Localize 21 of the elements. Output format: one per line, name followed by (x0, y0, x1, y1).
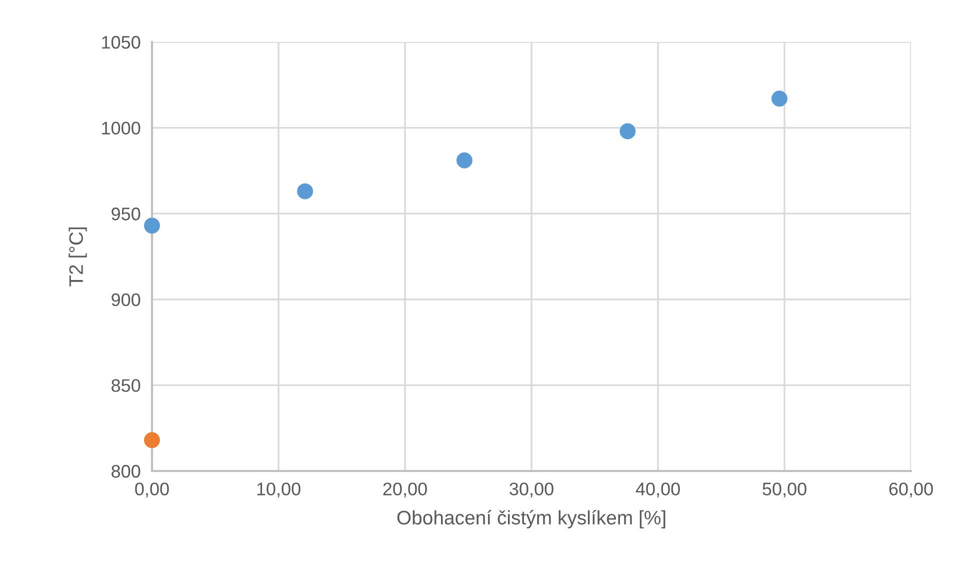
y-tick-label: 800 (112, 464, 140, 478)
x-tick-label: 50,00 (762, 482, 806, 498)
point (144, 432, 160, 448)
point (144, 218, 160, 234)
x-tick-label: 0,00 (135, 482, 169, 498)
point (771, 90, 788, 107)
x-tick-label: 10,00 (257, 482, 300, 498)
y-tick-label: 850 (112, 379, 140, 392)
point (456, 152, 472, 168)
y-tick-label: 1000 (102, 122, 140, 135)
x-axis-title: Obohacení čistým kyslíkem [%] (397, 510, 666, 528)
x-tick-label: 40,00 (636, 482, 680, 498)
point (620, 123, 636, 140)
y-tick-label: 950 (112, 208, 140, 220)
y-axis-title: T2 [°C] (68, 228, 87, 286)
point (297, 183, 314, 200)
y-tick-label: 900 (112, 293, 140, 306)
y-tick-label: 1050 (102, 36, 140, 49)
x-tick-label: 60,00 (889, 482, 933, 498)
x-tick-label: 30,00 (510, 482, 554, 498)
x-tick-label: 20,00 (383, 482, 427, 498)
